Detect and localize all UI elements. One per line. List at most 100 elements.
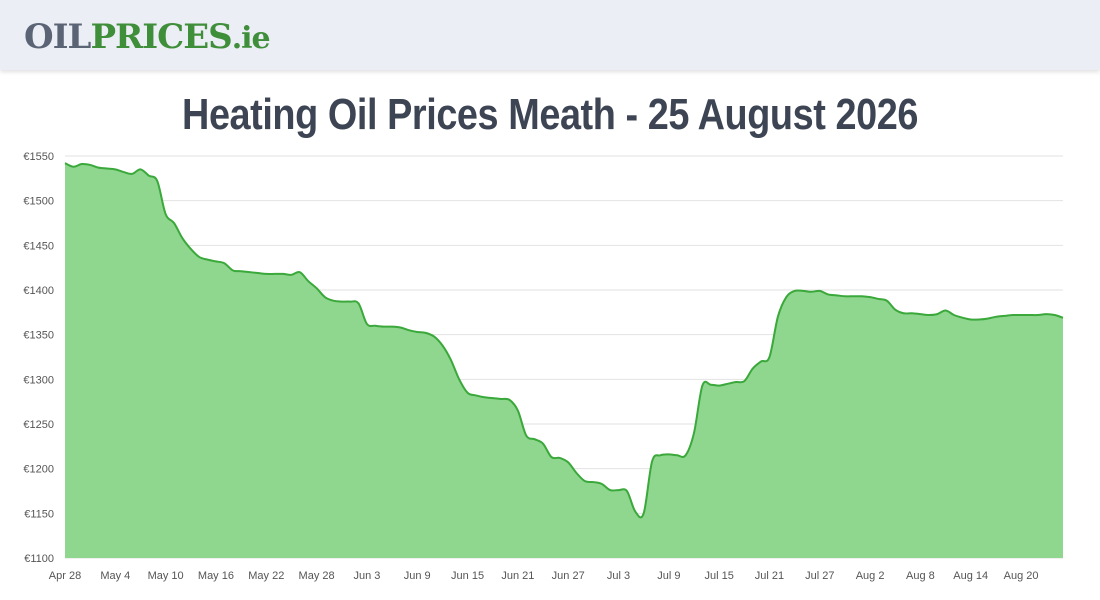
data-point[interactable] bbox=[674, 452, 680, 458]
data-point[interactable] bbox=[766, 354, 772, 360]
data-point[interactable] bbox=[691, 430, 697, 436]
data-point[interactable] bbox=[657, 452, 663, 458]
data-point[interactable] bbox=[775, 314, 781, 320]
data-point[interactable] bbox=[255, 270, 261, 276]
data-point[interactable] bbox=[1043, 311, 1049, 317]
data-point[interactable] bbox=[624, 488, 630, 494]
data-point[interactable] bbox=[725, 381, 731, 387]
data-point[interactable] bbox=[540, 441, 546, 447]
data-point[interactable] bbox=[146, 173, 152, 179]
data-point[interactable] bbox=[473, 392, 479, 398]
data-point[interactable] bbox=[87, 162, 93, 168]
data-point[interactable] bbox=[272, 271, 278, 277]
data-point[interactable] bbox=[917, 311, 923, 317]
data-point[interactable] bbox=[137, 166, 143, 172]
data-point[interactable] bbox=[666, 451, 672, 457]
data-point[interactable] bbox=[641, 510, 647, 516]
data-point[interactable] bbox=[901, 310, 907, 316]
data-point[interactable] bbox=[599, 481, 605, 487]
data-point[interactable] bbox=[649, 459, 655, 465]
data-point[interactable] bbox=[582, 478, 588, 484]
data-point[interactable] bbox=[834, 292, 840, 298]
data-point[interactable] bbox=[959, 315, 965, 321]
data-point[interactable] bbox=[121, 169, 127, 175]
data-point[interactable] bbox=[213, 258, 219, 264]
data-point[interactable] bbox=[196, 254, 202, 260]
data-point[interactable] bbox=[481, 394, 487, 400]
data-point[interactable] bbox=[532, 436, 538, 442]
data-point[interactable] bbox=[297, 269, 303, 275]
data-point[interactable] bbox=[951, 312, 957, 318]
data-point[interactable] bbox=[1001, 313, 1007, 319]
data-point[interactable] bbox=[389, 324, 395, 330]
data-point[interactable] bbox=[783, 294, 789, 300]
data-point[interactable] bbox=[163, 211, 169, 217]
site-logo[interactable]: OILPRICES.ie bbox=[24, 17, 271, 59]
data-point[interactable] bbox=[364, 321, 370, 327]
data-point[interactable] bbox=[909, 310, 915, 316]
data-point[interactable] bbox=[859, 293, 865, 299]
data-point[interactable] bbox=[305, 278, 311, 284]
data-point[interactable] bbox=[129, 171, 135, 177]
data-point[interactable] bbox=[397, 325, 403, 331]
data-point[interactable] bbox=[867, 294, 873, 300]
data-point[interactable] bbox=[62, 160, 68, 166]
data-point[interactable] bbox=[741, 378, 747, 384]
data-point[interactable] bbox=[179, 235, 185, 241]
data-point[interactable] bbox=[850, 293, 856, 299]
data-point[interactable] bbox=[968, 316, 974, 322]
data-point[interactable] bbox=[565, 459, 571, 465]
data-point[interactable] bbox=[381, 324, 387, 330]
data-point[interactable] bbox=[557, 455, 563, 461]
data-point[interactable] bbox=[171, 220, 177, 226]
data-point[interactable] bbox=[347, 299, 353, 305]
data-point[interactable] bbox=[750, 366, 756, 372]
data-point[interactable] bbox=[288, 272, 294, 278]
data-point[interactable] bbox=[465, 390, 471, 396]
data-point[interactable] bbox=[943, 308, 949, 314]
data-point[interactable] bbox=[607, 487, 613, 493]
data-point[interactable] bbox=[330, 298, 336, 304]
data-point[interactable] bbox=[221, 260, 227, 266]
data-point[interactable] bbox=[372, 323, 378, 329]
data-point[interactable] bbox=[548, 454, 554, 460]
data-point[interactable] bbox=[574, 470, 580, 476]
data-point[interactable] bbox=[993, 314, 999, 320]
data-point[interactable] bbox=[708, 382, 714, 388]
data-point[interactable] bbox=[205, 257, 211, 263]
data-point[interactable] bbox=[892, 307, 898, 313]
data-point[interactable] bbox=[448, 357, 454, 363]
data-point[interactable] bbox=[456, 376, 462, 382]
data-point[interactable] bbox=[875, 296, 881, 302]
data-point[interactable] bbox=[238, 268, 244, 274]
data-point[interactable] bbox=[1035, 312, 1041, 318]
data-point[interactable] bbox=[247, 269, 253, 275]
data-point[interactable] bbox=[733, 379, 739, 385]
data-point[interactable] bbox=[339, 299, 345, 305]
data-point[interactable] bbox=[515, 408, 521, 414]
data-point[interactable] bbox=[506, 397, 512, 403]
data-point[interactable] bbox=[716, 383, 722, 389]
data-point[interactable] bbox=[322, 294, 328, 300]
data-point[interactable] bbox=[792, 288, 798, 294]
data-point[interactable] bbox=[1060, 315, 1066, 321]
data-point[interactable] bbox=[498, 396, 504, 402]
data-point[interactable] bbox=[414, 329, 420, 335]
data-point[interactable] bbox=[985, 316, 991, 322]
data-point[interactable] bbox=[825, 291, 831, 297]
data-point[interactable] bbox=[523, 433, 529, 439]
data-point[interactable] bbox=[439, 342, 445, 348]
data-point[interactable] bbox=[112, 166, 118, 172]
data-point[interactable] bbox=[1052, 312, 1058, 318]
data-point[interactable] bbox=[842, 293, 848, 299]
data-point[interactable] bbox=[356, 300, 362, 306]
data-point[interactable] bbox=[1026, 312, 1032, 318]
data-point[interactable] bbox=[699, 383, 705, 389]
data-point[interactable] bbox=[616, 487, 622, 493]
data-point[interactable] bbox=[632, 509, 638, 515]
data-point[interactable] bbox=[808, 289, 814, 295]
data-point[interactable] bbox=[423, 330, 429, 336]
data-point[interactable] bbox=[431, 333, 437, 339]
data-point[interactable] bbox=[817, 288, 823, 294]
data-point[interactable] bbox=[230, 267, 236, 273]
